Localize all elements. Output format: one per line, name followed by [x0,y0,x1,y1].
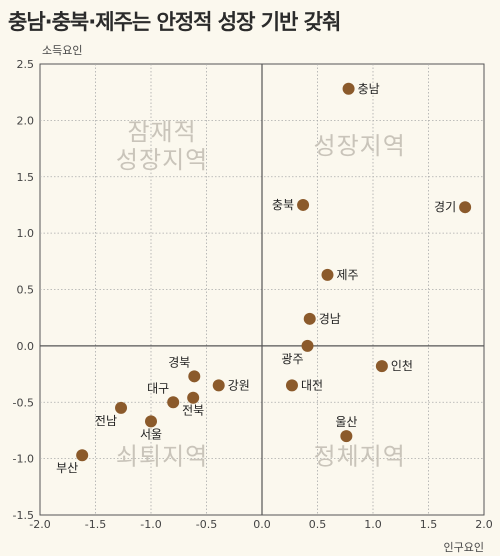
y-axis-label: 소득요인 [42,44,82,57]
quadrant-label-top-right: 성장지역 [314,132,406,160]
data-point-label: 부산 [56,461,78,475]
data-point [145,415,157,428]
data-point [115,401,128,414]
data-point [303,312,316,325]
data-point [321,268,334,281]
x-tick-label: 0.5 [309,518,327,531]
data-point [187,391,200,404]
data-point [212,379,225,392]
data-point [285,379,298,392]
data-point-label: 충남 [358,82,380,96]
data-point-label: 강원 [228,378,250,392]
y-tick-label: -1.5 [13,509,34,522]
chart-title: 충남·충북·제주는 안정적 성장 기반 갖춰 [8,10,341,34]
data-point [167,396,180,409]
x-tick-label: 0.0 [253,518,271,531]
data-point-label: 전북 [182,404,204,418]
quadrant-label-top-left: 잠재적 [127,118,196,146]
y-tick-label: -0.5 [13,396,34,409]
y-tick-label: 2.5 [17,58,35,71]
y-tick-label: 1.0 [17,227,35,240]
x-tick-label: 1.0 [364,518,382,531]
data-point-label: 전남 [95,414,117,428]
y-tick-label: 1.5 [17,171,35,184]
x-axis-label: 인구요인 [444,541,484,554]
quadrant-label-bottom-right: 정체지역 [314,442,406,470]
data-point [297,198,310,211]
x-tick-label: 1.5 [420,518,438,531]
data-point-label: 충북 [272,198,294,212]
data-point-label: 경남 [319,312,341,326]
x-tick-label: 2.0 [475,518,493,531]
data-point-label: 대구 [147,381,169,395]
y-tick-label: 0.5 [17,284,35,297]
data-point-label: 서울 [140,427,162,441]
data-point-label: 제주 [336,268,358,282]
x-tick-label: -0.5 [196,518,217,531]
data-point-label: 대전 [301,378,323,392]
data-point-label: 광주 [281,352,303,366]
data-point [340,430,353,443]
data-point-label: 울산 [335,415,357,429]
quadrant-label-bottom-left: 쇠퇴지역 [116,442,208,470]
data-point [342,82,355,95]
x-tick-label: -1.5 [85,518,106,531]
x-tick-label: -1.0 [140,518,161,531]
x-tick-label: -2.0 [29,518,50,531]
data-point [301,339,314,352]
data-point [188,370,201,383]
data-point-label: 경기 [434,200,456,214]
y-tick-label: -1.0 [13,453,34,466]
data-point-label: 인천 [391,358,413,373]
data-point-label: 경북 [168,355,190,369]
data-point [459,201,472,214]
y-tick-label: 0.0 [17,340,35,353]
data-point [375,360,388,373]
data-point [76,449,89,462]
quadrant-label-top-left: 성장지역 [116,146,208,174]
y-tick-label: 2.0 [17,114,35,127]
